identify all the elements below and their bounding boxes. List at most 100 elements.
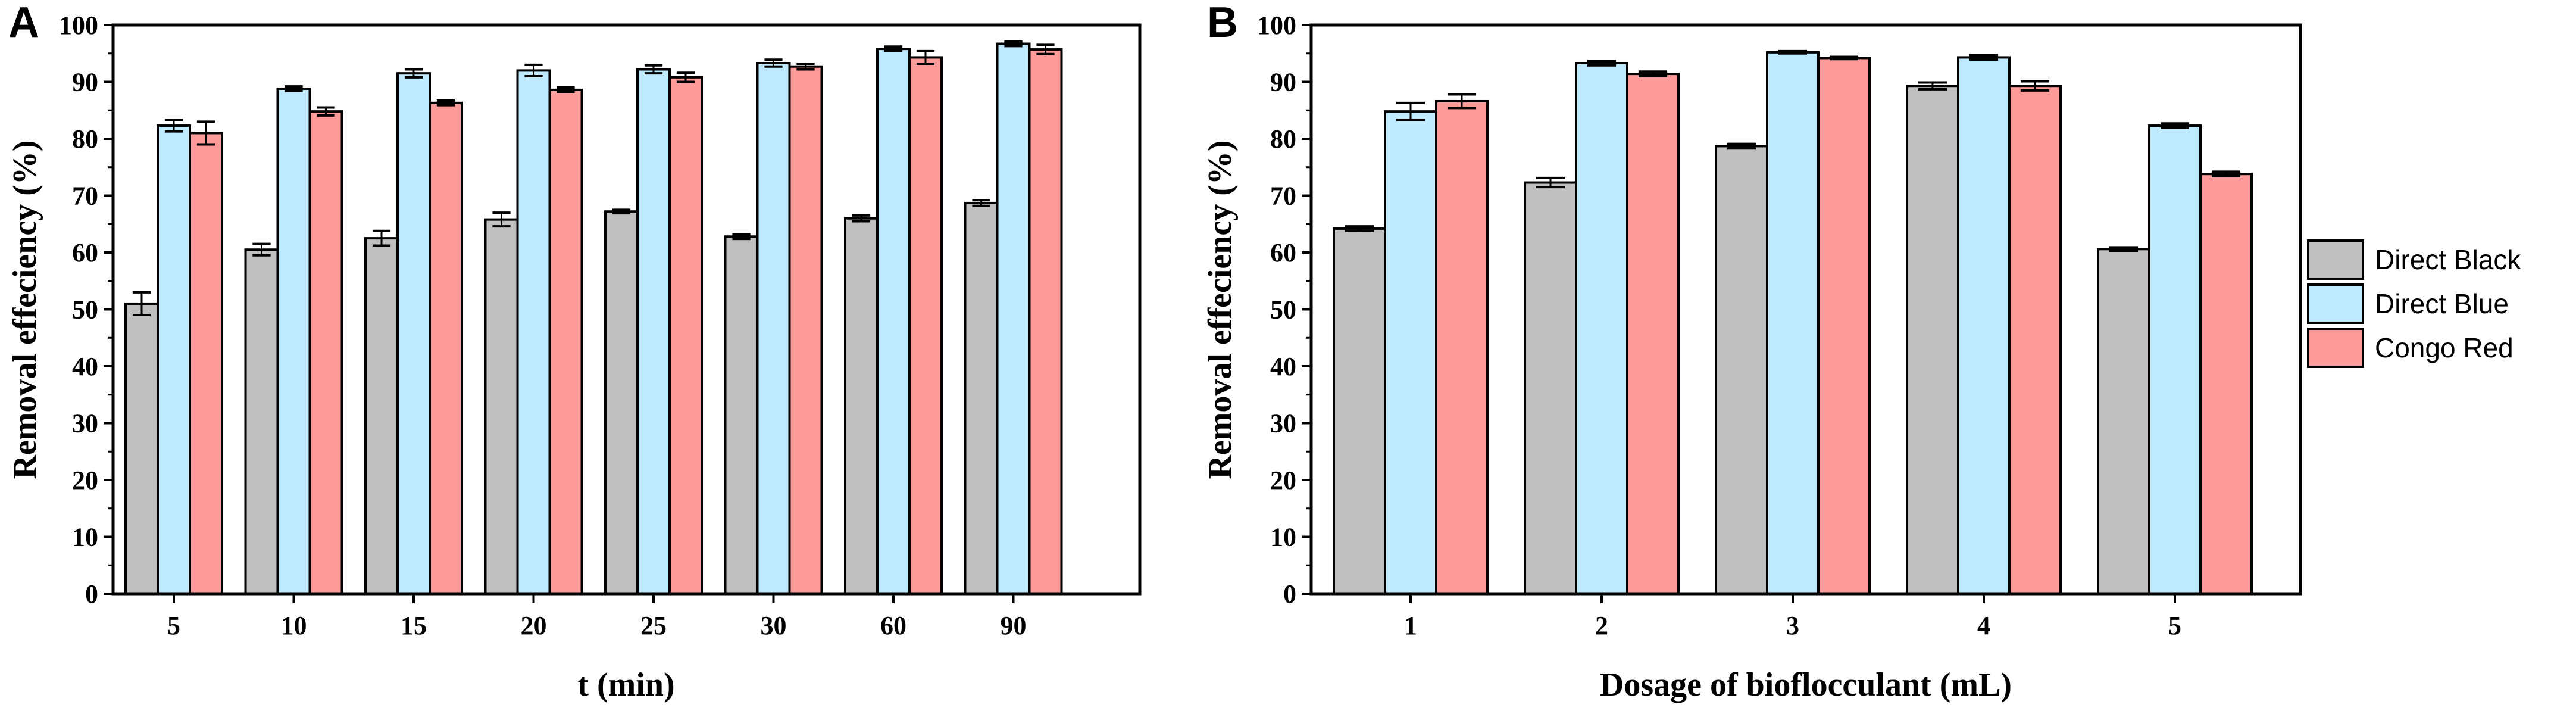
bar-b-direct-black-1 (1333, 227, 1386, 595)
bars-panel-a (124, 40, 1063, 596)
bar-a-direct-black-60 (844, 217, 879, 595)
bar-a-congo-red-15 (429, 101, 463, 595)
y-tick-label-a-20: 20 (72, 466, 98, 495)
x-axis-panel-a: 5 10 15 20 25 30 60 90 (167, 594, 1027, 640)
legend-label-direct-black: Direct Black (2375, 244, 2521, 275)
y-tick-label-b-90: 90 (1270, 68, 1296, 97)
error-bar-a-congo-red-60 (916, 49, 935, 65)
bar-a-congo-red-30 (788, 65, 823, 595)
bar-b-direct-blue-2 (1575, 61, 1628, 596)
y-tick-label-b-80: 80 (1270, 124, 1296, 154)
error-bar-a-direct-blue-90 (1004, 40, 1023, 48)
bars-panel-b (1333, 49, 2253, 596)
bar-b-direct-black-3 (1715, 145, 1768, 596)
error-bar-a-direct-blue-30 (764, 58, 783, 68)
legend: Direct Black Direct Blue Congo Red (2307, 239, 2521, 368)
y-tick-label-a-80: 80 (72, 124, 98, 154)
bar-a-direct-black-15 (364, 237, 399, 595)
error-bar-a-direct-blue-20 (524, 63, 543, 77)
x-tick-label-b-2: 2 (1595, 611, 1608, 640)
error-bar-b-direct-blue-1 (1396, 101, 1425, 121)
chart-panel-a: A 0 10 20 30 40 50 60 70 80 90 100 5 10 15 20 25 30 60 90… (7, 0, 1142, 703)
x-tick-label-a-30: 30 (761, 611, 787, 640)
bar-b-direct-blue-5 (2148, 124, 2202, 596)
error-bar-a-congo-red-5 (196, 120, 215, 146)
error-bar-b-direct-black-1 (1345, 225, 1374, 232)
y-axis-panel-b: 0 10 20 30 40 50 60 70 80 90 100 (1257, 11, 1311, 609)
error-bar-a-direct-blue-10 (285, 85, 303, 92)
y-tick-label-a-50: 50 (72, 295, 98, 325)
legend-swatch-direct-black (2307, 239, 2364, 280)
bar-b-direct-blue-1 (1384, 110, 1437, 596)
chart-panel-b: B 0 10 20 30 40 50 60 70 80 90 100 1 2 3 4 5 Dosage of… (1202, 0, 2302, 703)
error-bar-b-direct-black-2 (1536, 176, 1565, 189)
bar-a-direct-blue-10 (276, 87, 311, 595)
y-tick-label-a-10: 10 (72, 523, 98, 552)
error-bar-b-congo-red-4 (2020, 80, 2050, 92)
y-tick-label-a-70: 70 (72, 182, 98, 211)
bar-a-direct-black-90 (964, 201, 999, 596)
error-bar-b-direct-black-4 (1918, 81, 1947, 91)
legend-label-direct-blue: Direct Blue (2375, 288, 2509, 319)
error-bar-a-congo-red-30 (796, 62, 815, 71)
error-bar-a-congo-red-25 (676, 71, 695, 83)
bar-a-congo-red-25 (668, 76, 703, 596)
x-axis-title-a: t (min) (577, 666, 674, 703)
bar-a-direct-black-30 (724, 235, 759, 595)
error-bar-a-congo-red-15 (436, 99, 455, 107)
error-bar-a-direct-blue-15 (404, 68, 423, 79)
legend-swatch-direct-blue (2307, 283, 2364, 324)
error-bar-a-congo-red-90 (1036, 43, 1055, 55)
bar-a-congo-red-90 (1028, 48, 1063, 595)
x-tick-label-a-5: 5 (167, 611, 180, 640)
error-bar-b-direct-black-5 (2109, 246, 2139, 252)
error-bar-b-congo-red-5 (2211, 170, 2241, 178)
bar-a-direct-black-20 (484, 218, 519, 595)
y-tick-label-b-40: 40 (1270, 352, 1296, 381)
bar-b-direct-black-5 (2097, 248, 2150, 595)
x-axis-title-b: Dosage of bioflocculant (mL) (1600, 666, 2012, 703)
error-bar-a-direct-black-20 (492, 211, 511, 228)
y-tick-label-b-60: 60 (1270, 238, 1296, 267)
y-tick-label-b-0: 0 (1283, 579, 1296, 609)
bar-a-direct-blue-30 (756, 61, 791, 596)
error-bar-a-congo-red-20 (557, 86, 575, 93)
y-axis-title-a: Removal effeciency (%) (7, 140, 43, 479)
y-tick-label-b-30: 30 (1270, 409, 1296, 438)
x-tick-label-a-15: 15 (401, 611, 427, 640)
bar-b-direct-blue-4 (1957, 56, 2011, 595)
error-bar-a-direct-black-90 (972, 199, 990, 207)
error-bar-a-direct-black-60 (852, 214, 871, 223)
bar-b-congo-red-1 (1435, 99, 1489, 596)
y-axis-panel-a: 0 10 20 30 40 50 60 70 80 90 100 (59, 11, 113, 609)
error-bar-b-direct-blue-2 (1587, 60, 1617, 67)
bar-a-direct-blue-60 (876, 48, 911, 596)
error-bar-a-direct-blue-5 (164, 119, 183, 133)
error-bar-b-congo-red-1 (1447, 93, 1477, 110)
y-tick-label-a-60: 60 (72, 238, 98, 267)
bar-a-direct-black-5 (124, 302, 159, 595)
error-bar-a-congo-red-10 (317, 106, 335, 117)
error-bar-b-direct-blue-4 (1969, 54, 1999, 61)
bar-b-congo-red-5 (2199, 173, 2253, 595)
x-tick-label-b-3: 3 (1786, 611, 1799, 640)
error-bar-a-direct-blue-25 (644, 64, 663, 75)
y-tick-label-b-70: 70 (1270, 182, 1296, 211)
error-bar-b-direct-blue-3 (1778, 49, 1808, 55)
x-tick-label-a-25: 25 (640, 611, 667, 640)
y-tick-label-b-100: 100 (1257, 11, 1296, 40)
bar-a-congo-red-60 (908, 56, 943, 595)
error-bar-b-congo-red-3 (1829, 55, 1859, 61)
error-bar-a-direct-black-5 (132, 291, 151, 317)
bar-a-congo-red-5 (189, 132, 223, 595)
x-tick-label-a-60: 60 (880, 611, 906, 640)
bar-a-direct-blue-5 (157, 124, 191, 596)
x-axis-panel-b: 1 2 3 4 5 (1404, 594, 2181, 640)
y-tick-label-a-0: 0 (85, 579, 98, 609)
x-tick-label-a-20: 20 (521, 611, 547, 640)
error-bar-a-direct-black-25 (612, 208, 631, 215)
legend-swatch-congo-red (2307, 328, 2364, 368)
panel-letter-a: A (8, 0, 39, 46)
bar-a-direct-blue-90 (996, 42, 1031, 595)
bar-a-direct-black-10 (244, 248, 279, 596)
